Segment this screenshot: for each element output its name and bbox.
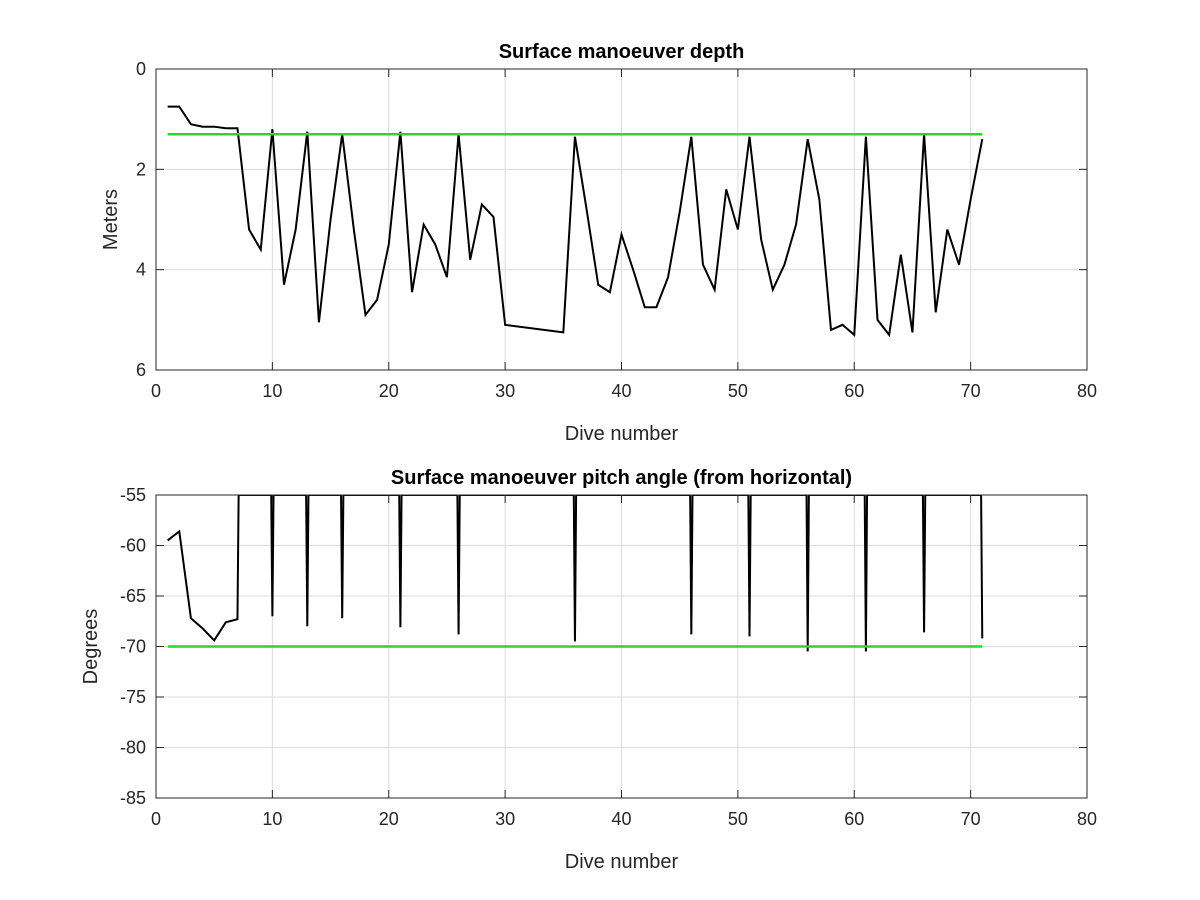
depth-data-line (167, 105, 984, 338)
depth-grid (156, 69, 1087, 370)
depth-x-tick-label: 30 (495, 381, 515, 401)
depth-x-axis-label: Dive number (565, 423, 679, 445)
depth-y-tick-label: 6 (136, 360, 146, 380)
depth-x-tick-label: 40 (611, 381, 631, 401)
pitch-x-tick-label: 10 (262, 809, 282, 829)
pitch-y-tick-label: -85 (120, 788, 146, 808)
pitch-y-tick-label: -75 (120, 687, 146, 707)
depth-x-tick-label: 60 (844, 381, 864, 401)
pitch-x-tick-label: 30 (495, 809, 515, 829)
depth-title: Surface manoeuver depth (499, 41, 745, 63)
depth-y-tick-label: 0 (136, 59, 146, 79)
pitch-x-tick-label: 60 (844, 809, 864, 829)
pitch-plot: 0 10 20 30 40 50 60 70 80 -85 -80 -75 -70 -65 -60 -55 Su… (80, 467, 1097, 873)
depth-plot: 0 10 20 30 40 50 60 70 80 0 2 4 6 Surface manoeuver d… (100, 41, 1097, 445)
pitch-x-tick-label: 0 (151, 809, 161, 829)
depth-x-tick-label: 10 (262, 381, 282, 401)
depth-x-tick-label: 20 (379, 381, 399, 401)
depth-x-tick-label: 80 (1077, 381, 1097, 401)
pitch-y-tick-label: -60 (120, 536, 146, 556)
pitch-x-tick-label: 80 (1077, 809, 1097, 829)
depth-x-tick-label: 50 (728, 381, 748, 401)
pitch-x-tick-label: 40 (611, 809, 631, 829)
depth-series-group (167, 105, 984, 338)
pitch-x-tick-label: 70 (961, 809, 981, 829)
depth-y-axis-label: Meters (100, 189, 122, 250)
pitch-y-tick-label: -55 (120, 485, 146, 505)
depth-ticks: 0 10 20 30 40 50 60 70 80 0 2 4 6 (136, 59, 1097, 401)
plots-container: 0 10 20 30 40 50 60 70 80 0 2 4 6 Surface manoeuver d… (80, 41, 1097, 873)
pitch-data-line (167, 495, 984, 652)
depth-x-tick-label: 70 (961, 381, 981, 401)
pitch-x-tick-label: 50 (728, 809, 748, 829)
pitch-series-group (167, 495, 984, 652)
pitch-ticks: 0 10 20 30 40 50 60 70 80 -85 -80 -75 -70 -65 -60 -55 (120, 485, 1097, 829)
pitch-y-tick-label: -70 (120, 637, 146, 657)
depth-x-tick-label: 0 (151, 381, 161, 401)
depth-y-tick-label: 2 (136, 159, 146, 179)
pitch-y-axis-label: Degrees (80, 609, 102, 685)
pitch-x-axis-label: Dive number (565, 851, 679, 873)
pitch-title: Surface manoeuver pitch angle (from hori… (391, 467, 852, 489)
pitch-x-tick-label: 20 (379, 809, 399, 829)
pitch-y-tick-label: -65 (120, 586, 146, 606)
pitch-y-tick-label: -80 (120, 738, 146, 758)
depth-y-tick-label: 4 (136, 260, 146, 280)
